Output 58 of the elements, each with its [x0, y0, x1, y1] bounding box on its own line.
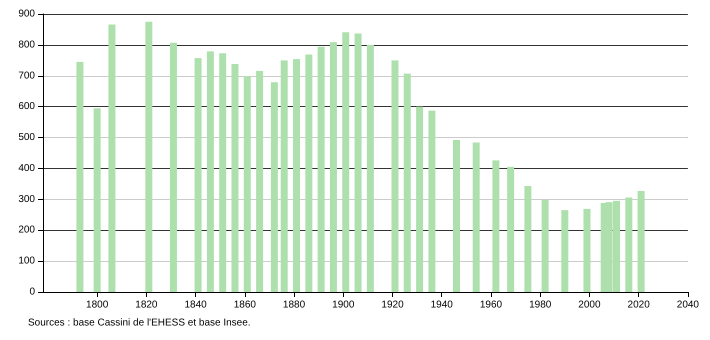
y-tick-label: 600 — [18, 101, 36, 112]
bar — [342, 32, 350, 292]
bar — [583, 208, 590, 292]
bar — [524, 186, 532, 292]
bar — [194, 58, 202, 292]
bar — [428, 110, 436, 292]
bar — [108, 24, 116, 292]
bar — [231, 64, 238, 292]
y-tick-label: 100 — [18, 256, 36, 267]
bar — [625, 197, 632, 292]
bar — [293, 59, 300, 292]
y-tick-label: 0 — [29, 286, 36, 298]
y-tick-label: 700 — [18, 70, 36, 82]
x-tick-label: 1860 — [234, 300, 256, 310]
bar — [542, 200, 549, 292]
bar — [330, 42, 337, 292]
x-tick-label: 1820 — [135, 300, 158, 310]
x-tick-label: 1940 — [430, 300, 454, 310]
x-tick-label: 1880 — [282, 300, 306, 310]
y-tick-label: 500 — [18, 132, 36, 144]
bar — [453, 140, 460, 292]
bar — [472, 142, 480, 292]
bar — [256, 70, 264, 292]
x-tick-label: 2020 — [628, 300, 650, 310]
x-tick-label: 1920 — [381, 300, 404, 310]
y-tick-label: 800 — [18, 39, 36, 50]
x-tick-label: 2000 — [578, 300, 601, 310]
bar — [404, 74, 411, 292]
y-tick-label: 300 — [18, 194, 36, 205]
y-tick-label: 900 — [18, 8, 36, 20]
y-tick-label: 400 — [18, 162, 36, 174]
bar — [94, 108, 101, 292]
x-tick-label: 2040 — [676, 300, 700, 310]
bar — [270, 82, 278, 292]
bar — [280, 60, 288, 292]
bar — [76, 62, 84, 292]
bar — [507, 166, 514, 292]
y-tick-label: 200 — [18, 224, 36, 236]
bar — [561, 210, 568, 292]
bar — [145, 22, 152, 292]
x-tick-label: 1900 — [332, 300, 355, 310]
bar — [391, 60, 398, 292]
bar — [206, 51, 214, 292]
bar — [354, 33, 362, 292]
bar — [416, 106, 424, 292]
bar — [170, 42, 177, 292]
bar — [305, 54, 312, 292]
bar — [638, 190, 645, 292]
bar — [318, 46, 325, 292]
x-tick-label: 1800 — [86, 300, 109, 310]
bar — [492, 160, 500, 292]
bar — [244, 76, 251, 292]
x-tick-label: 1960 — [480, 300, 503, 310]
source-note: Sources : base Cassini de l'EHESS et base Insee. — [28, 318, 251, 328]
x-tick-label: 1980 — [529, 300, 552, 310]
bar — [366, 44, 374, 292]
bar — [219, 53, 226, 292]
x-tick-label: 1840 — [184, 300, 208, 310]
